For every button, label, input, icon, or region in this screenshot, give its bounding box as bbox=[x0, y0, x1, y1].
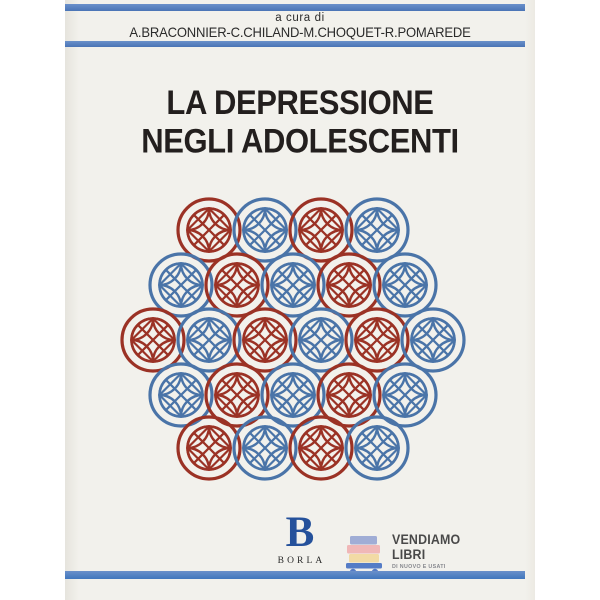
rosette-motif bbox=[176, 307, 242, 373]
rosette-pattern bbox=[65, 196, 535, 486]
top-rule-upper bbox=[65, 4, 535, 11]
editor-credits: a cura di A.BRACONNIER-C.CHILAND-M.CHOQU… bbox=[65, 12, 535, 41]
rosette-motif bbox=[120, 307, 186, 373]
watermark-line-1: VENDIAMO bbox=[392, 532, 461, 547]
bottom-rule bbox=[65, 571, 535, 579]
rosette-motif bbox=[288, 307, 354, 373]
rosette-motif bbox=[400, 307, 466, 373]
rosette-motif bbox=[288, 197, 354, 263]
top-rule-lower bbox=[65, 41, 535, 47]
rosette-motif bbox=[260, 252, 326, 318]
rosette-motif bbox=[344, 197, 410, 263]
rosette-motif bbox=[176, 197, 242, 263]
rosette-motif bbox=[232, 307, 298, 373]
publisher-logo: B BORLA bbox=[258, 509, 342, 566]
vendiamo-libri-watermark: VENDIAMO LIBRI DI NUOVO E USATI bbox=[343, 530, 473, 578]
title-line-1: LA DEPRESSIONE bbox=[166, 82, 434, 123]
book-cover-panel: a cura di A.BRACONNIER-C.CHILAND-M.CHOQU… bbox=[65, 0, 535, 600]
watermark-subtitle: DI NUOVO E USATI bbox=[392, 564, 446, 570]
rosette-motif bbox=[232, 415, 298, 481]
title-line-2: NEGLI ADOLESCENTI bbox=[141, 120, 459, 161]
watermark-line-2: LIBRI bbox=[392, 546, 426, 562]
rosette-motif bbox=[344, 307, 410, 373]
rosette-motif bbox=[372, 252, 438, 318]
page-title: LA DEPRESSIONE NEGLI ADOLESCENTI bbox=[65, 82, 535, 161]
watermark-text: VENDIAMO LIBRI DI NUOVO E USATI bbox=[392, 530, 466, 570]
credits-editors: A.BRACONNIER-C.CHILAND-M.CHOQUET-R.POMAR… bbox=[129, 25, 471, 40]
rosette-motif bbox=[204, 252, 270, 318]
rosette-motif bbox=[176, 415, 242, 481]
publisher-name: BORLA bbox=[277, 556, 326, 566]
rosette-motif bbox=[344, 415, 410, 481]
book-stack-cart-icon bbox=[346, 536, 382, 576]
rosette-motif bbox=[316, 252, 382, 318]
rosette-motif bbox=[288, 415, 354, 481]
rosette-motif bbox=[232, 197, 298, 263]
rosette-motif bbox=[148, 252, 214, 318]
rosette-pattern-svg bbox=[120, 197, 466, 481]
credits-prefix: a cura di bbox=[275, 12, 325, 24]
publisher-monogram: B bbox=[285, 509, 315, 556]
